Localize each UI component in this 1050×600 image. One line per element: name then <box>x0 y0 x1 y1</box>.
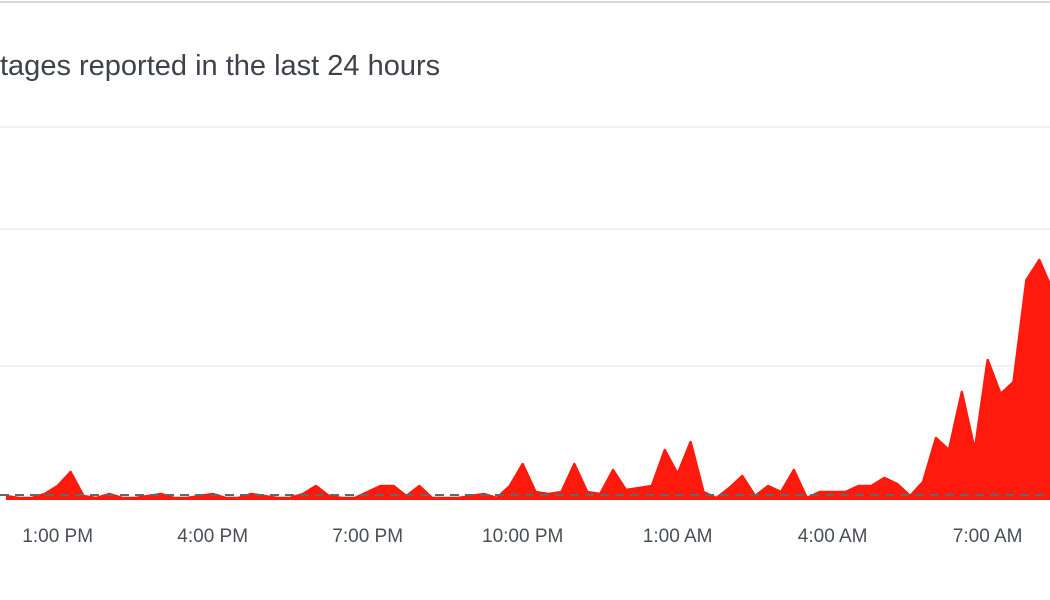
plot: 1:00 PM 4:00 PM 7:00 PM 10:00 PM 1:00 AM 4:00… <box>0 258 1050 547</box>
x-tick-label: 1:00 PM <box>22 526 93 547</box>
area <box>6 260 1050 500</box>
x-tick-label: 7:00 AM <box>953 526 1023 547</box>
x-tick-label: 4:00 PM <box>177 526 248 547</box>
x-tick-label: 7:00 PM <box>332 526 403 547</box>
chart-title: tages reported in the last 24 hours <box>0 50 440 82</box>
x-tick-label: 4:00 AM <box>798 526 868 547</box>
x-tick-label: 10:00 PM <box>482 526 563 547</box>
line <box>5 258 1050 500</box>
x-tick-label: 1:00 AM <box>643 526 713 547</box>
